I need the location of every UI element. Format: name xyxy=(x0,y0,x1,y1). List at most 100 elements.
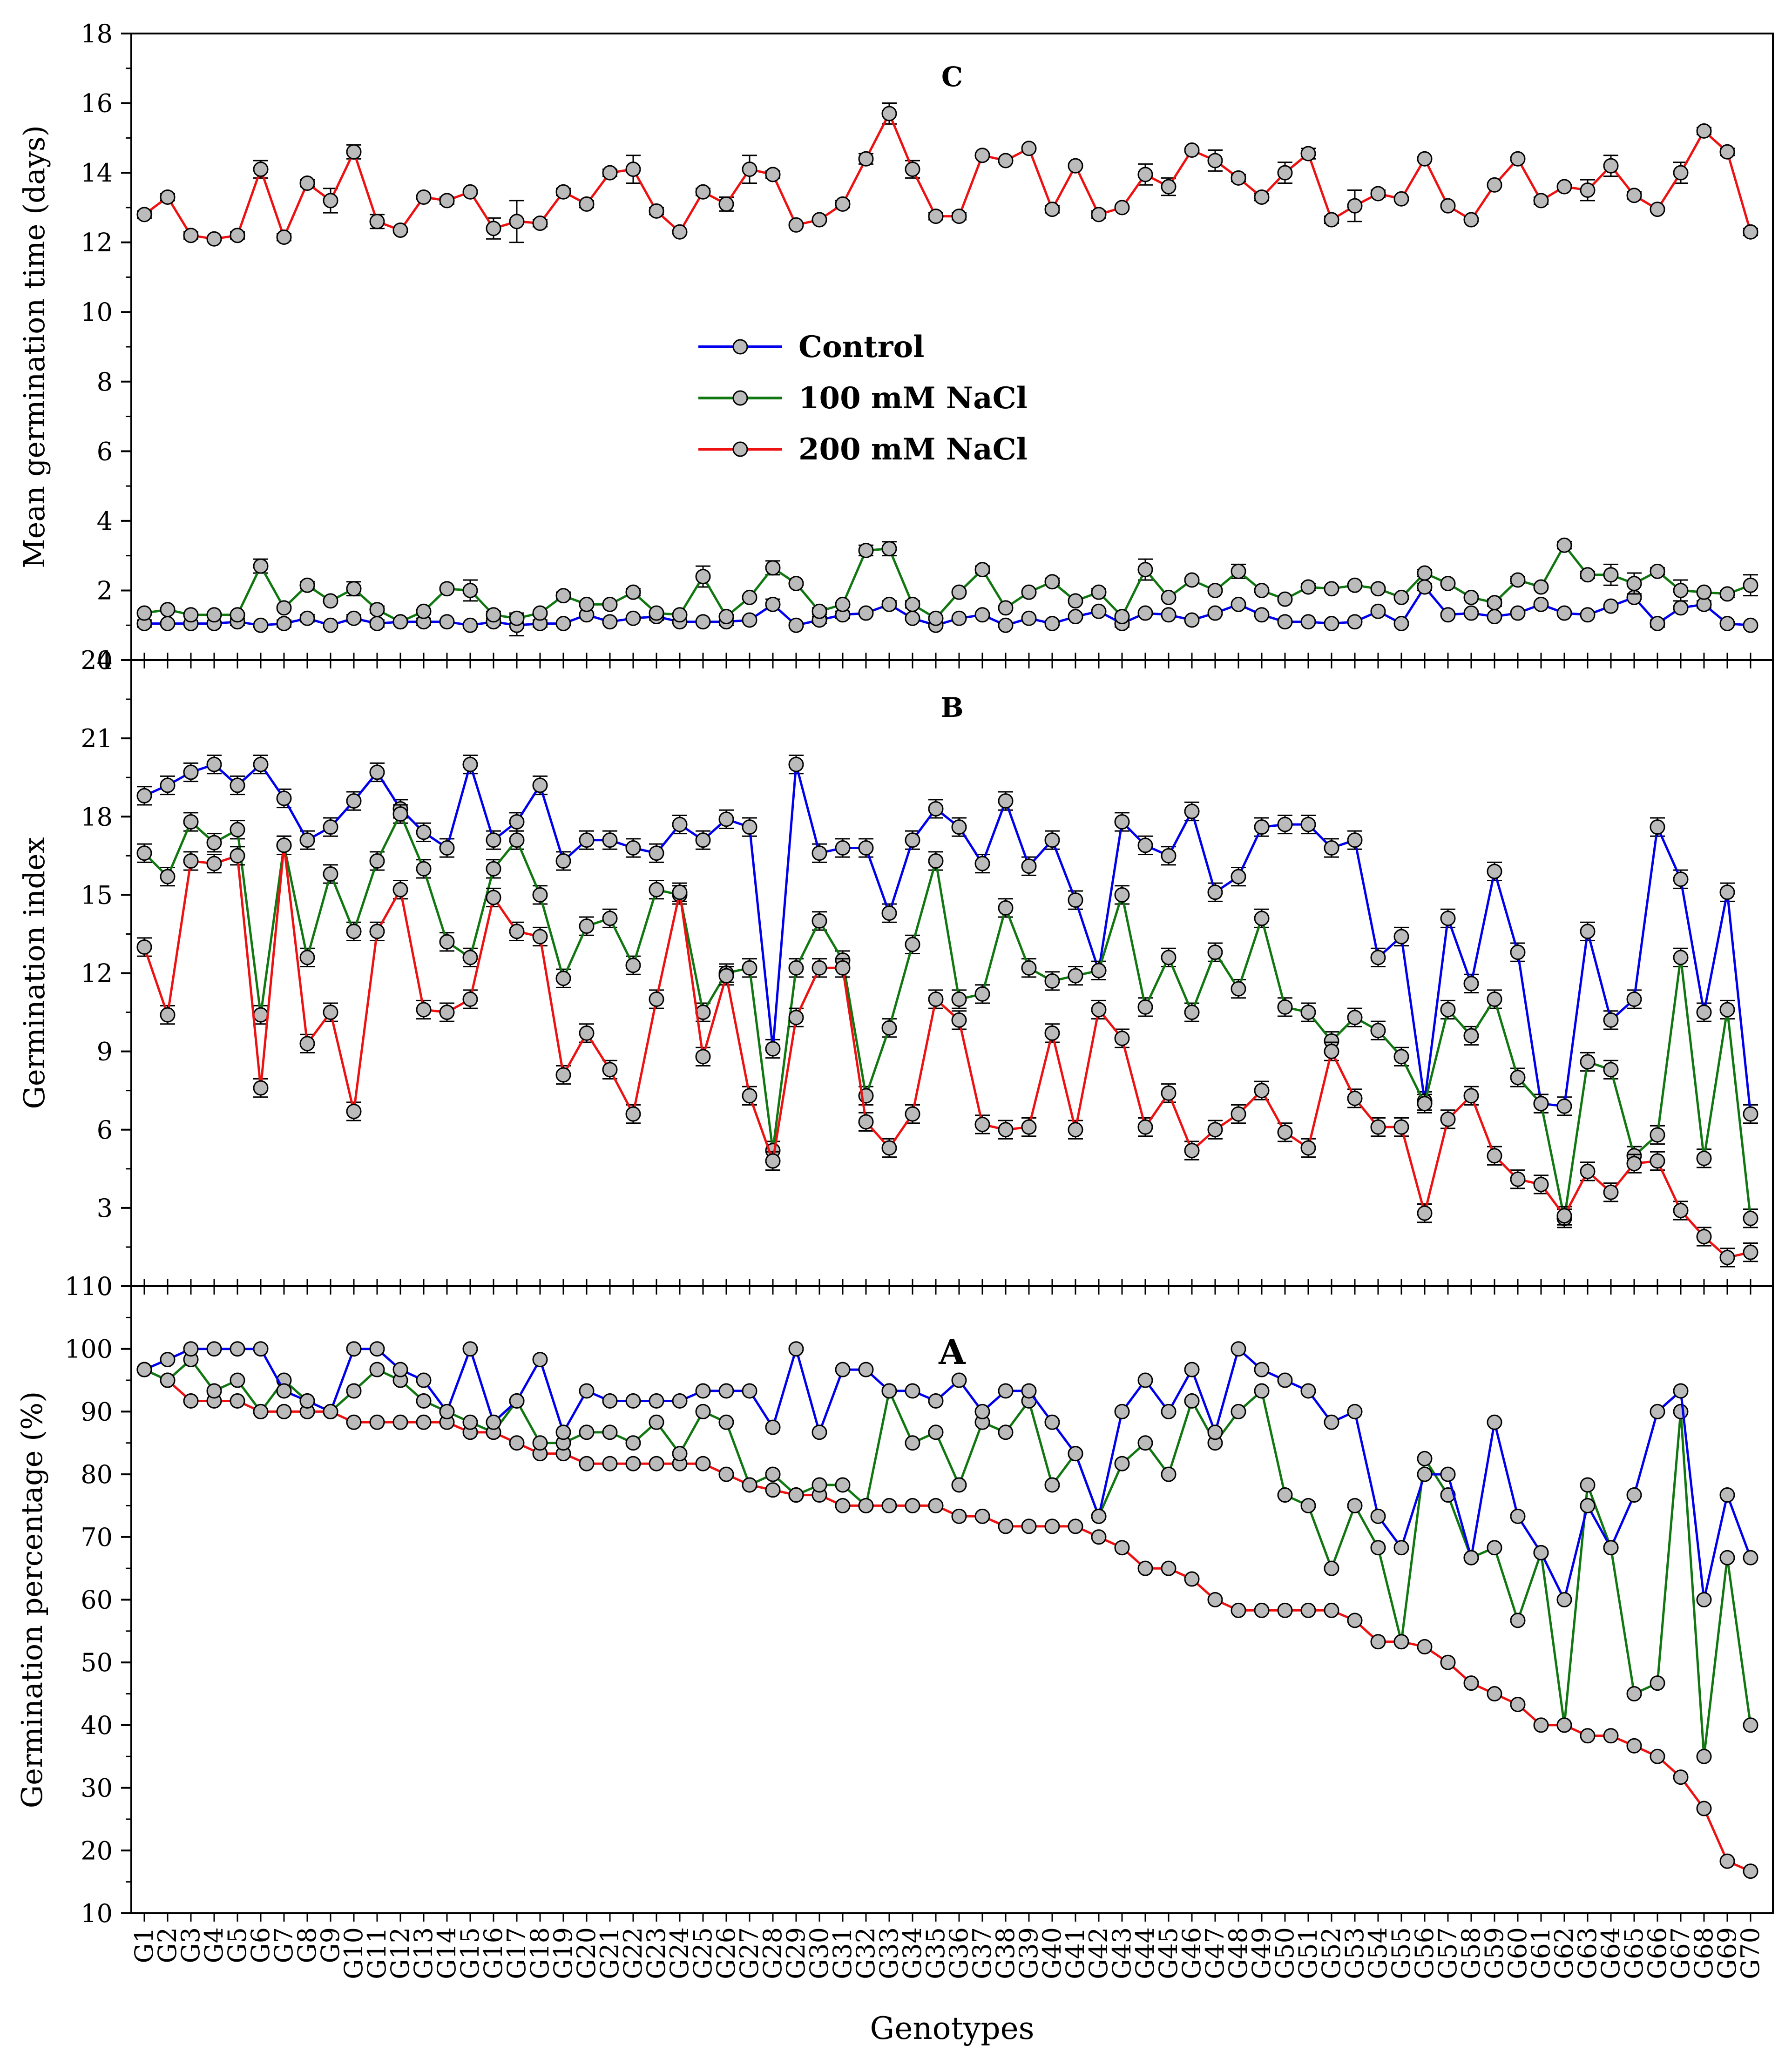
data-point xyxy=(1673,1202,1689,1218)
data-point xyxy=(230,848,245,864)
data-point xyxy=(532,929,548,945)
data-point xyxy=(230,607,245,623)
data-point xyxy=(602,1424,618,1440)
data-point xyxy=(416,1414,432,1430)
x-tick-label: G17 xyxy=(502,1927,531,1979)
x-tick-label: G33 xyxy=(874,1927,904,1979)
data-point xyxy=(1580,1498,1596,1513)
data-point xyxy=(346,581,362,597)
data-point xyxy=(1207,1424,1223,1440)
series-line xyxy=(144,1348,1752,1601)
data-point xyxy=(1137,167,1153,182)
data-point xyxy=(602,1456,618,1471)
data-point xyxy=(1370,186,1386,202)
data-point xyxy=(1650,1675,1665,1691)
data-point xyxy=(1207,945,1223,960)
data-point xyxy=(1300,579,1316,595)
data-point xyxy=(649,1414,664,1430)
data-point xyxy=(1650,1748,1665,1764)
data-point xyxy=(811,845,827,861)
data-point xyxy=(369,214,385,229)
data-point xyxy=(1161,1085,1177,1101)
data-point xyxy=(1673,600,1689,616)
data-point xyxy=(1137,562,1153,578)
data-point xyxy=(346,1104,362,1120)
data-point xyxy=(858,840,874,856)
data-point xyxy=(1300,1140,1316,1156)
data-point xyxy=(1091,1002,1107,1018)
data-point xyxy=(486,1414,501,1430)
data-point xyxy=(1161,589,1177,605)
data-point xyxy=(672,884,688,900)
x-tick-label: G53 xyxy=(1340,1927,1369,1979)
data-point xyxy=(858,1498,874,1513)
data-point xyxy=(625,840,641,856)
data-point xyxy=(1347,614,1363,630)
data-point xyxy=(1626,188,1642,203)
data-point xyxy=(1463,589,1479,605)
data-point xyxy=(881,1498,897,1513)
data-point xyxy=(1603,158,1619,174)
data-point xyxy=(1417,1205,1433,1221)
data-point xyxy=(532,1352,548,1368)
data-point xyxy=(1533,193,1549,209)
series-100-mm-nacl xyxy=(136,804,1758,1228)
data-point xyxy=(1719,615,1735,631)
data-point xyxy=(1743,577,1758,593)
data-point xyxy=(1324,615,1339,631)
data-point xyxy=(1743,1244,1758,1260)
y-tick-label: 14 xyxy=(81,158,113,188)
x-tick-label: G12 xyxy=(385,1927,415,1979)
data-point xyxy=(1533,1176,1549,1192)
y-tick-label: 9 xyxy=(97,1037,113,1066)
data-point xyxy=(346,1414,362,1430)
data-point xyxy=(625,1393,641,1409)
data-point xyxy=(1673,582,1689,598)
data-point xyxy=(555,853,571,869)
legend-marker xyxy=(732,390,748,406)
data-point xyxy=(160,1372,176,1388)
data-point xyxy=(1114,1403,1130,1419)
data-point xyxy=(1231,1341,1246,1357)
data-point xyxy=(1254,189,1270,205)
data-point xyxy=(1696,1801,1712,1816)
data-point xyxy=(765,167,781,182)
x-tick-label: G62 xyxy=(1549,1927,1579,1979)
x-tick-label: G16 xyxy=(479,1927,508,1979)
data-point xyxy=(416,603,432,619)
data-point xyxy=(905,1383,920,1399)
data-point xyxy=(439,1403,455,1419)
data-point xyxy=(1719,1487,1735,1503)
data-point xyxy=(1137,605,1153,621)
data-point xyxy=(486,607,501,623)
x-tick-label: G11 xyxy=(362,1927,392,1979)
data-point xyxy=(881,1140,897,1156)
data-point xyxy=(555,588,571,604)
panel-label: C xyxy=(941,61,963,93)
data-point xyxy=(1719,1249,1735,1265)
data-point xyxy=(253,756,269,772)
x-tick-label: G69 xyxy=(1712,1927,1742,1979)
data-point xyxy=(1044,615,1060,631)
x-tick-label: G28 xyxy=(758,1927,787,1979)
data-point xyxy=(276,229,292,245)
data-point xyxy=(649,1456,664,1471)
panel-label: B xyxy=(940,692,963,723)
data-point xyxy=(928,853,944,869)
data-point xyxy=(905,1435,920,1451)
data-point xyxy=(462,950,478,965)
data-point xyxy=(1556,1098,1572,1114)
data-point xyxy=(555,615,571,631)
data-point xyxy=(602,832,618,848)
data-point xyxy=(1440,575,1456,591)
data-point xyxy=(1580,607,1596,623)
data-point xyxy=(811,1477,827,1493)
data-point xyxy=(1277,999,1293,1015)
data-point xyxy=(1347,1613,1363,1628)
x-tick-label: G21 xyxy=(595,1927,624,1979)
x-tick-label: G57 xyxy=(1433,1927,1462,1979)
data-point xyxy=(1743,617,1758,633)
x-tick-label: G51 xyxy=(1293,1927,1323,1979)
data-point xyxy=(1417,1639,1433,1655)
data-point xyxy=(136,605,152,621)
